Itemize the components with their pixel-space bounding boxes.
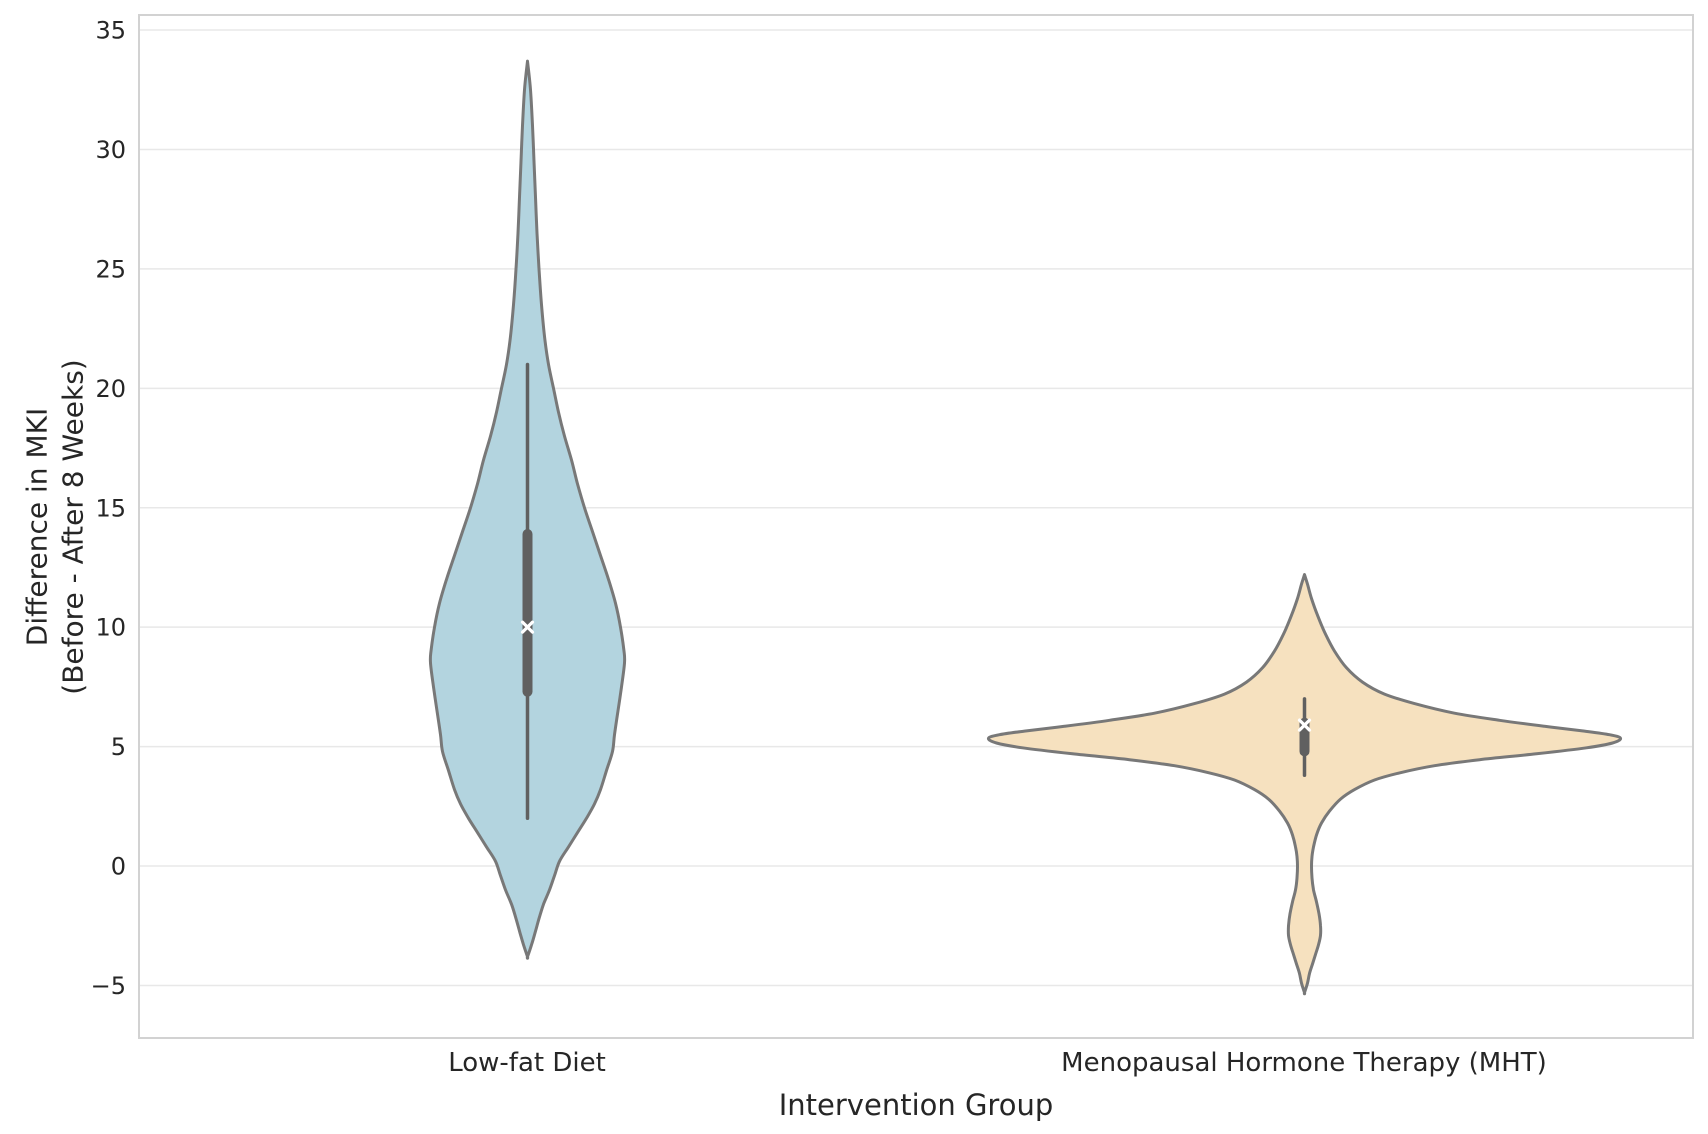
y-tick-label: 10 (95, 614, 126, 642)
x-tick-label-low-fat-diet: Low-fat Diet (448, 1048, 606, 1078)
y-axis-label-line2: (Before - After 8 Weeks) (57, 359, 90, 695)
y-tick-label: 20 (95, 375, 126, 403)
y-tick-label: 0 (111, 853, 126, 881)
y-tick-label: 15 (95, 494, 126, 522)
plot-border (138, 14, 1694, 1039)
y-tick-label: −5 (91, 972, 126, 1000)
violin-mht (986, 573, 1623, 996)
y-tick-label: 25 (95, 255, 126, 283)
x-tick-label-mht: Menopausal Hormone Therapy (MHT) (1061, 1048, 1547, 1078)
mean-x-marker (520, 620, 535, 634)
y-axis-label: Difference in MKI (Before - After 8 Week… (20, 359, 93, 694)
y-tick-label: 30 (95, 136, 126, 164)
y-tick-label: 35 (95, 17, 126, 45)
x-axis-title: Intervention Group (778, 1088, 1054, 1122)
y-axis-label-line1: Difference in MKI (20, 407, 54, 647)
mean-x-marker (1297, 718, 1312, 732)
y-tick-label: 5 (111, 733, 126, 761)
